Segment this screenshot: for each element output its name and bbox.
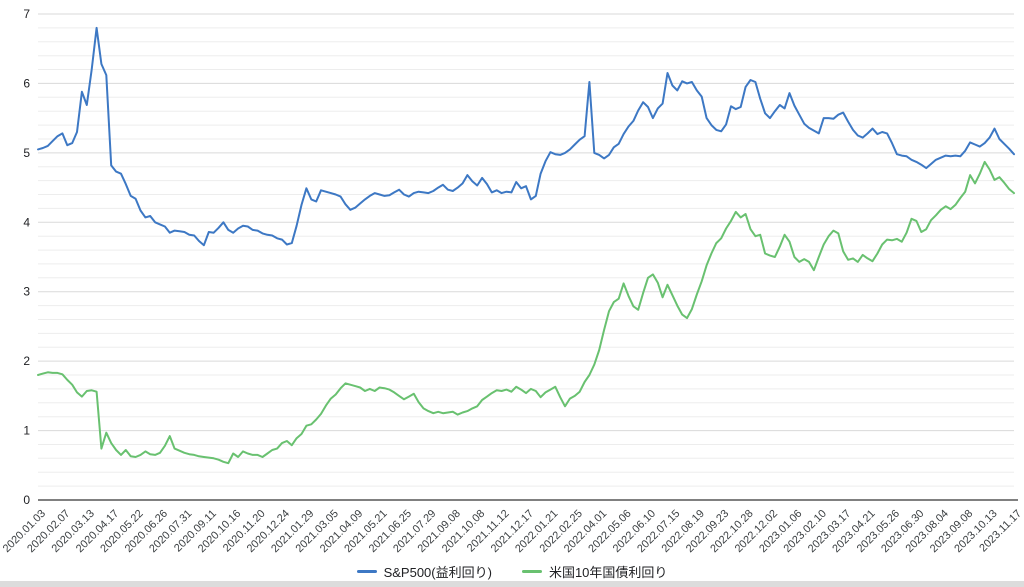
y-tick-label: 2	[23, 354, 30, 368]
sp500-legend-label: S&P500(益利回り)	[383, 564, 492, 580]
y-tick-label: 4	[23, 215, 30, 229]
us10y-legend-label: 米国10年国債利回り	[548, 564, 668, 580]
line-chart: 0 1 2 3 4 5 6 7 2020.01.032020.02.072020.03.132…	[1, 7, 1024, 555]
us10y-line-swatch	[521, 569, 542, 573]
y-axis-labels: 0 1 2 3 4 5 6 7	[23, 7, 30, 507]
y-tick-label: 6	[23, 76, 30, 90]
page-bottom-strip	[0, 581, 1024, 587]
y-tick-label: 5	[23, 146, 30, 160]
y-tick-label: 0	[23, 493, 30, 507]
x-axis-labels: 2020.01.032020.02.072020.03.132020.04.17…	[1, 508, 1024, 555]
legend-item-us10y: 米国10年国債利回り	[521, 562, 668, 581]
y-tick-label: 3	[23, 285, 30, 299]
y-tick-label: 7	[23, 7, 30, 21]
y-tick-label: 1	[23, 424, 30, 438]
series-layer	[37, 26, 1015, 465]
us10y-series-line	[37, 160, 1015, 465]
sp500-series-line	[37, 26, 1015, 247]
grid-layer	[38, 13, 1014, 487]
sp500-line-swatch	[356, 569, 377, 573]
chart-legend: S&P500(益利回り) 米国10年国債利回り	[0, 561, 1024, 581]
legend-item-sp500: S&P500(益利回り)	[356, 562, 492, 581]
